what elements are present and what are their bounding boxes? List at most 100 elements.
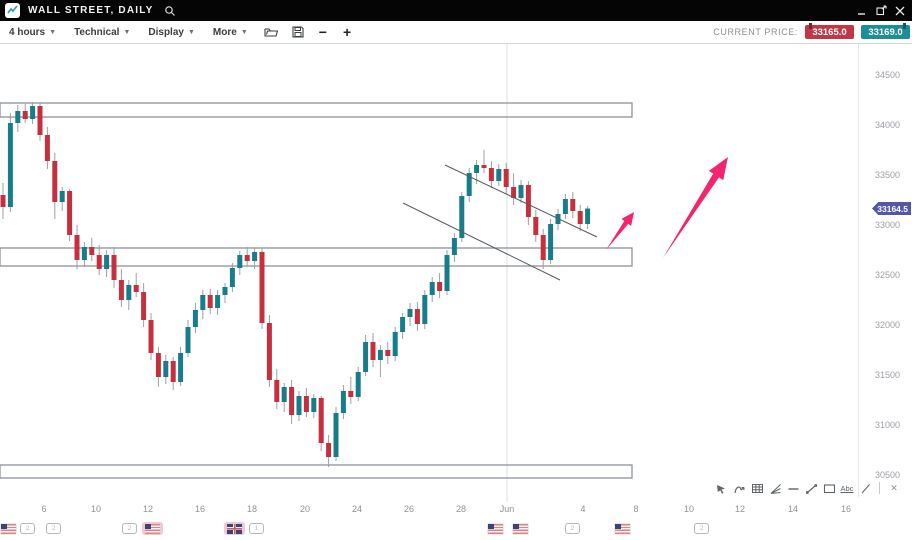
- candle-body: [303, 396, 309, 412]
- chart-title: WALL STREET, DAILY: [28, 5, 154, 16]
- calendar-glyph: 2: [694, 523, 709, 534]
- trend-line-tool-icon[interactable]: [804, 481, 818, 495]
- candle-body: [74, 235, 80, 260]
- date-axis-label: 28: [455, 504, 466, 514]
- candle-body: [511, 187, 517, 198]
- date-axis-label: 6: [41, 504, 47, 514]
- candle-body: [111, 255, 117, 280]
- date-axis-label: 10: [683, 504, 694, 514]
- economic-calendar-icon[interactable]: 1: [249, 522, 264, 535]
- price-axis-label: 31500: [874, 370, 900, 380]
- candle-body: [570, 199, 576, 211]
- price-zone-rectangle[interactable]: [0, 102, 633, 118]
- us-flag-icon[interactable]: [1, 522, 16, 535]
- economic-calendar-icon[interactable]: 2: [20, 522, 35, 535]
- pointer-tool-icon[interactable]: [714, 481, 728, 495]
- grid-tool-icon[interactable]: [750, 481, 764, 495]
- sell-price-button[interactable]: 33165.0: [805, 23, 854, 39]
- candle-body: [30, 106, 36, 119]
- candle-body: [237, 255, 243, 268]
- price-zone-rectangle[interactable]: [0, 247, 633, 267]
- candle-body: [104, 255, 110, 269]
- candle-body: [215, 295, 221, 308]
- polyline-arrow-tool-icon[interactable]: [732, 481, 746, 495]
- candle-body: [548, 224, 554, 260]
- us-flag-glyph: [145, 523, 160, 534]
- candle-body: [377, 350, 383, 360]
- candle-body: [141, 292, 147, 320]
- buy-flag-mark: [903, 23, 906, 29]
- us-flag-icon[interactable]: [615, 522, 630, 535]
- price-axis-label: 34000: [874, 120, 900, 130]
- candle-body: [385, 350, 391, 356]
- chart-area[interactable]: [0, 44, 912, 504]
- price-axis-label: 33000: [874, 220, 900, 230]
- candle-body: [148, 320, 154, 353]
- title-bar: WALL STREET, DAILY: [0, 0, 912, 21]
- popout-icon[interactable]: [875, 5, 887, 17]
- chevron-down-icon: ▼: [240, 28, 248, 36]
- us-flag-glyph: [488, 523, 503, 534]
- candle-body: [340, 391, 346, 413]
- display-menu[interactable]: Display ▼: [148, 26, 195, 38]
- last-price-tag: 33164.5: [872, 202, 911, 216]
- buy-price-button[interactable]: 33169.0: [861, 23, 910, 39]
- economic-calendar-icon[interactable]: 2: [46, 522, 61, 535]
- candle-body: [200, 295, 206, 310]
- minimize-icon[interactable]: [856, 5, 868, 17]
- save-icon[interactable]: [285, 26, 311, 38]
- bullish-arrow-annotation[interactable]: [606, 212, 634, 250]
- open-folder-icon[interactable]: [257, 26, 285, 38]
- economic-calendar-icon[interactable]: 2: [694, 522, 709, 535]
- candle-body: [207, 295, 213, 308]
- uk-flag-icon[interactable]: [224, 522, 245, 535]
- us-flag-icon[interactable]: [142, 522, 163, 535]
- zoom-in-button[interactable]: +: [342, 24, 352, 40]
- ray-tool-icon[interactable]: [858, 481, 872, 495]
- price-axis-label: 32500: [874, 270, 900, 280]
- chart-toolbar: 4 hours ▼ Technical ▼ Display ▼ More ▼ − + C…: [0, 21, 912, 44]
- date-axis-label: 14: [787, 504, 798, 514]
- more-menu[interactable]: More ▼: [212, 26, 248, 38]
- price-axis-separator: [858, 44, 859, 497]
- us-flag-icon[interactable]: [488, 522, 503, 535]
- candle-body: [318, 398, 324, 443]
- text-tool[interactable]: Abc: [840, 483, 854, 493]
- horizontal-line-tool-icon[interactable]: [786, 481, 800, 495]
- price-axis-label: 31000: [874, 420, 900, 430]
- price-axis-label: 33500: [874, 170, 900, 180]
- candle-body: [178, 353, 184, 382]
- candle-body: [577, 211, 583, 224]
- candle-body: [133, 285, 139, 292]
- price-zone-rectangle[interactable]: [0, 464, 633, 479]
- close-icon[interactable]: [894, 5, 906, 17]
- period-dropdown[interactable]: 4 hours ▼: [9, 26, 57, 38]
- bullish-arrow-annotation[interactable]: [663, 157, 728, 258]
- fan-lines-tool-icon[interactable]: [768, 481, 782, 495]
- date-axis-label: 12: [734, 504, 745, 514]
- candle-body: [525, 185, 531, 217]
- candle-body: [392, 332, 398, 356]
- channel-trend-line[interactable]: [402, 202, 561, 281]
- zoom-out-button[interactable]: −: [318, 24, 327, 40]
- economic-calendar-icon[interactable]: 2: [122, 522, 137, 535]
- candle-body: [170, 361, 176, 382]
- date-axis-label: 26: [403, 504, 414, 514]
- us-flag-icon[interactable]: [513, 522, 528, 535]
- candle-body: [126, 285, 132, 300]
- technical-menu[interactable]: Technical ▼: [74, 26, 131, 38]
- candle-body: [370, 342, 376, 360]
- channel-trend-line[interactable]: [444, 164, 598, 238]
- close-toolbar-icon[interactable]: ✕: [890, 482, 898, 493]
- candle-body: [229, 268, 235, 287]
- search-icon[interactable]: [164, 5, 176, 17]
- rectangle-tool-icon[interactable]: [822, 481, 836, 495]
- economic-calendar-icon[interactable]: 2: [565, 522, 580, 535]
- chevron-down-icon: ▼: [187, 28, 195, 36]
- candle-body: [89, 247, 95, 255]
- candle-body: [296, 396, 302, 415]
- candle-body: [7, 123, 13, 207]
- candle-body: [444, 255, 450, 291]
- candle-body: [259, 252, 265, 323]
- candle-body: [533, 217, 539, 235]
